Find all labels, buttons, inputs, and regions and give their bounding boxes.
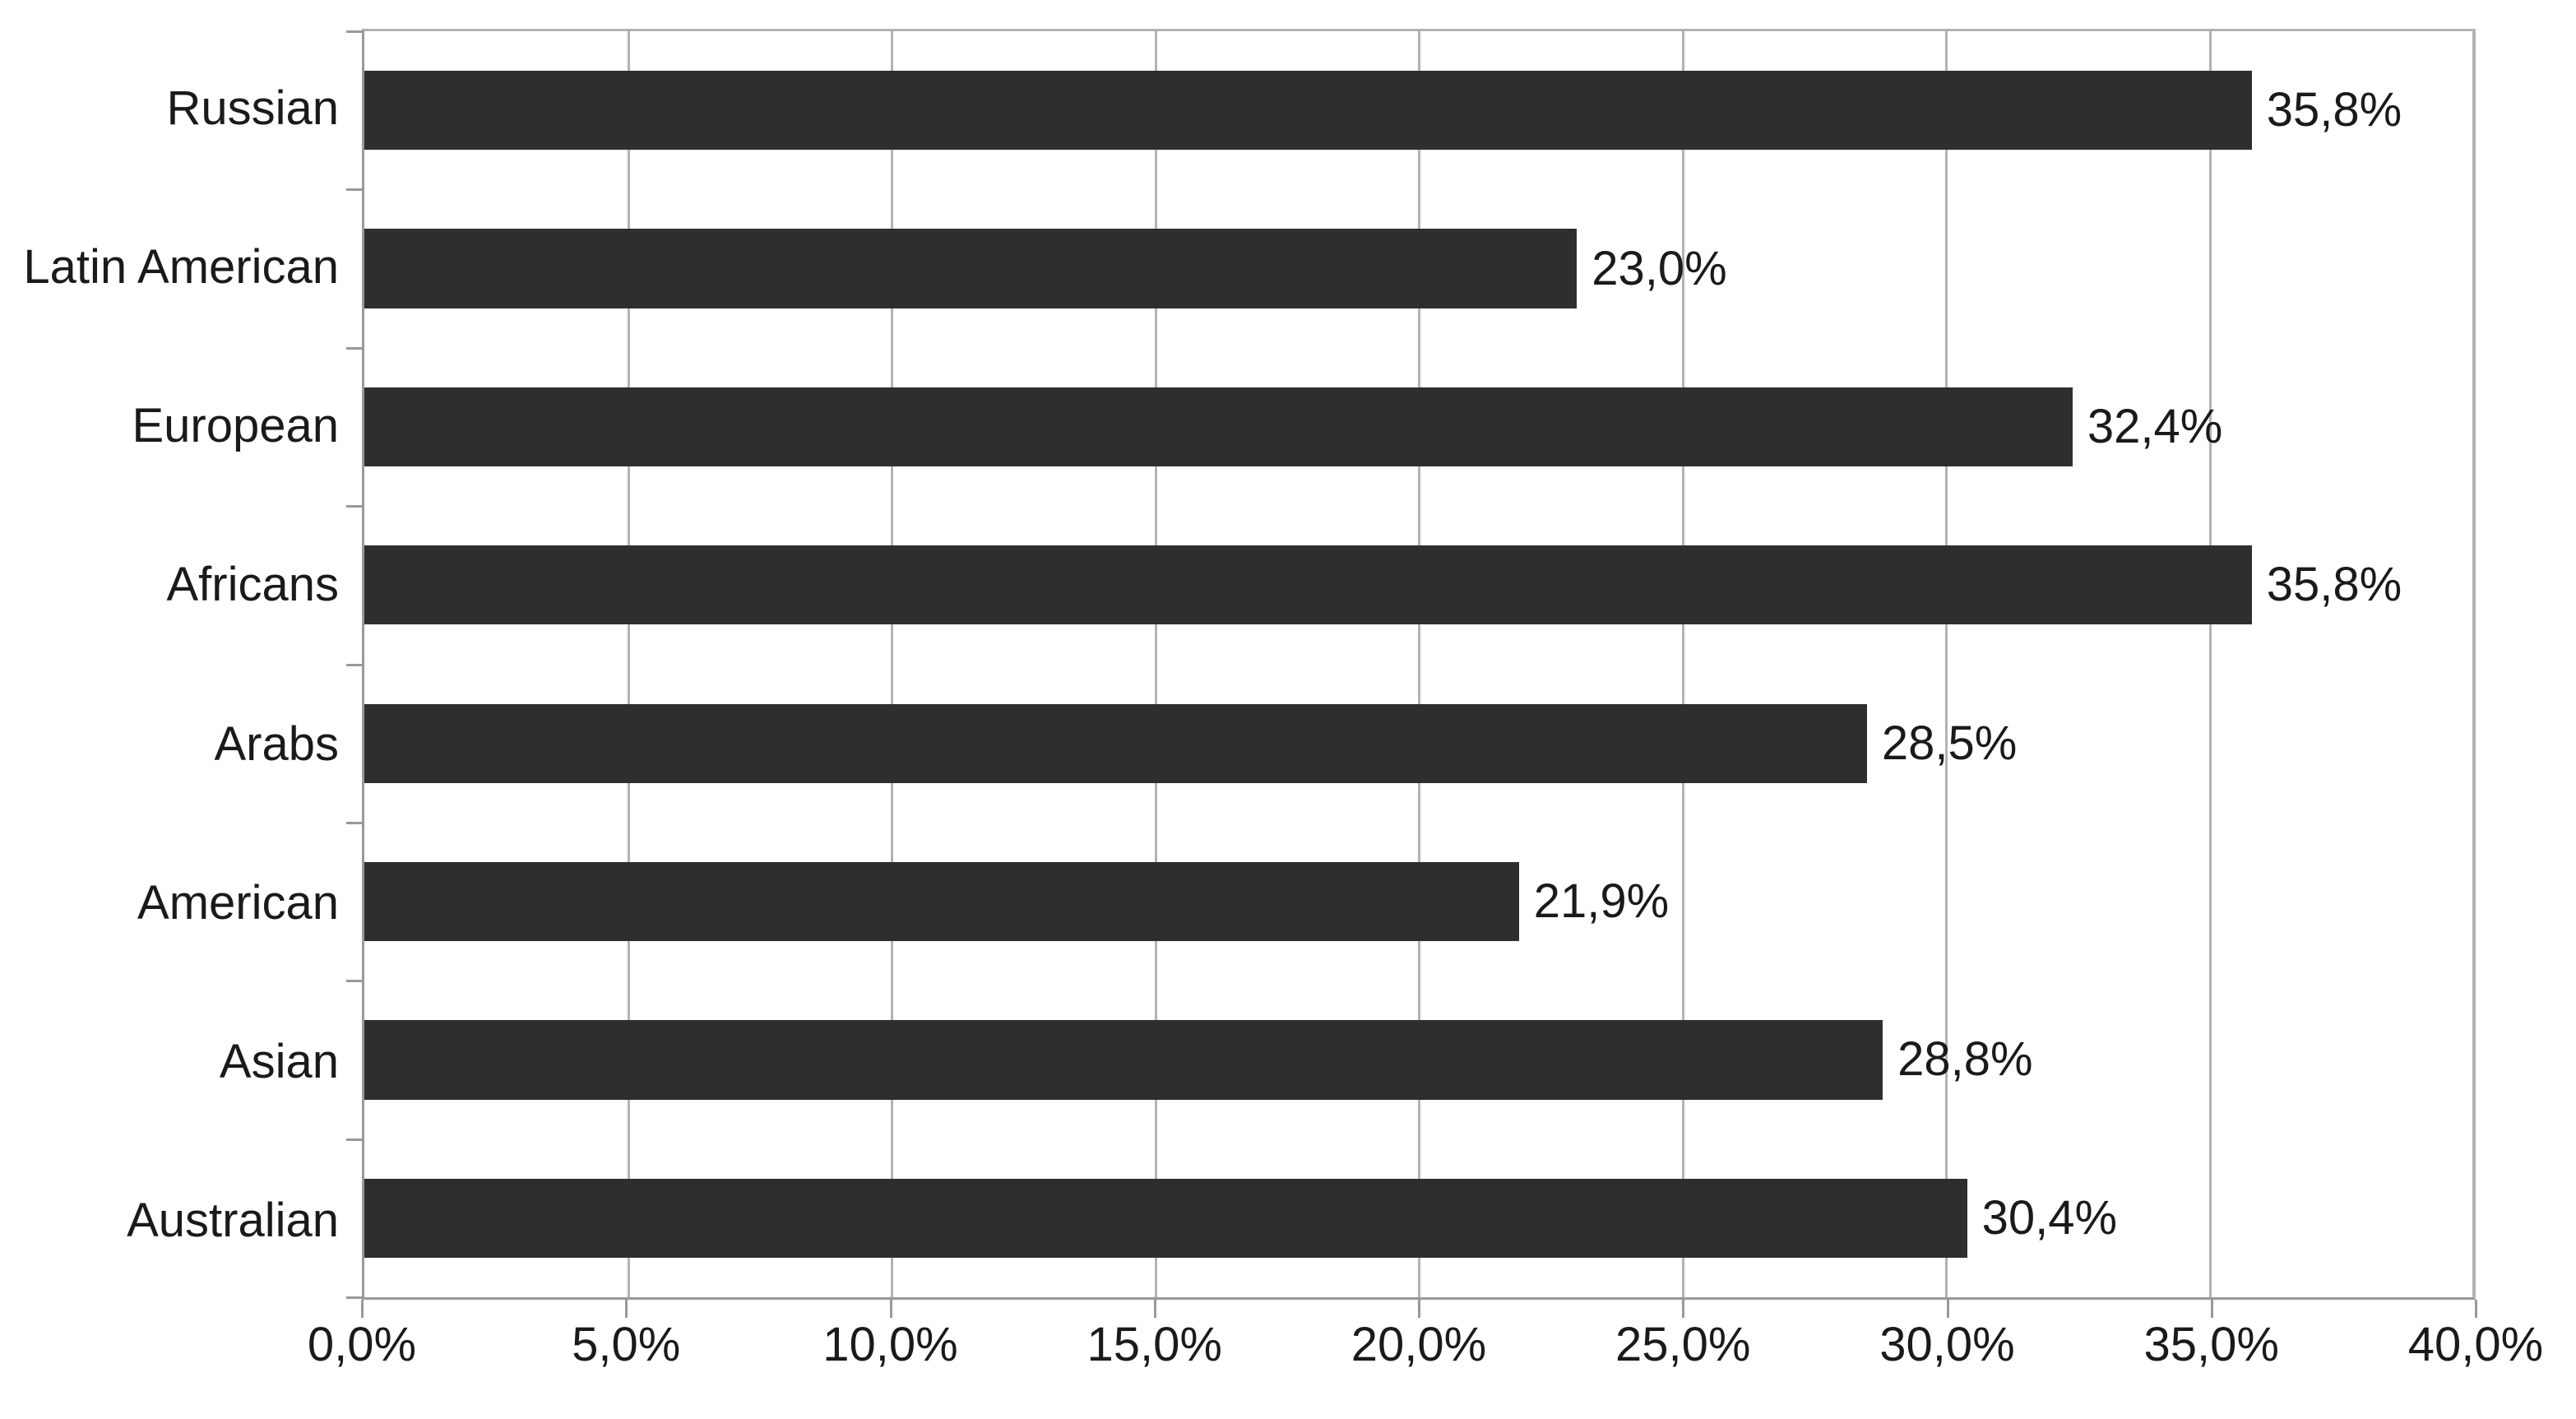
value-label: 28,8% [1897,1032,2033,1087]
x-axis-tick [1682,1300,1685,1318]
gridline [1681,31,1684,1297]
category-label: Arabs [214,716,339,771]
bar-row: 28,5% [364,665,2473,823]
gridline [1418,31,1420,1297]
y-axis-tick [346,1138,364,1141]
x-tick-label: 20,0% [1351,1318,1487,1371]
bars: 35,8% 23,0% 32,4% 35,8% 28,5% 21,9% 28,8% 30,4% [364,31,2473,1297]
gridline [627,31,630,1297]
bar [364,703,1867,783]
plot-area: 35,8% 23,0% 32,4% 35,8% 28,5% 21,9% 28,8% 30,4% [346,29,2476,1300]
value-label: 21,9% [1533,874,1670,929]
value-label: 32,4% [2087,399,2223,453]
category-label: European [132,399,339,453]
x-tick-label: 5,0% [572,1318,681,1371]
bar [364,1020,1883,1100]
value-label: 28,5% [1881,716,2018,770]
bar [364,861,1519,942]
gridline [2208,31,2212,1297]
x-axis-tick [361,1300,364,1318]
y-axis-tick [346,346,364,350]
bar [364,229,1578,308]
bar [364,1178,1967,1258]
bar [364,71,2252,151]
y-axis-tick [346,821,364,824]
category-label: Australian [127,1193,339,1247]
x-tick-label: 35,0% [2143,1318,2279,1371]
category-label: Russian [166,81,339,136]
bar-row: 35,8% [364,31,2473,189]
x-axis-tick [889,1300,892,1318]
category-label: Latin American [23,240,339,294]
x-axis-tick [2210,1300,2213,1318]
bar-row: 28,8% [364,981,2473,1138]
bar [364,387,2073,467]
x-tick-label: 15,0% [1086,1318,1222,1371]
bar-row: 35,8% [364,506,2473,664]
x-axis-tick [625,1300,628,1318]
value-label: 30,4% [1981,1190,2118,1245]
y-axis-tick [346,188,364,192]
bar-row: 21,9% [364,823,2473,981]
y-axis-tick [346,505,364,508]
category-label: American [137,875,339,930]
category-label: Asian [219,1034,339,1088]
x-tick-label: 25,0% [1615,1318,1751,1371]
gridline [1945,31,1948,1297]
x-axis-tick [2475,1300,2477,1318]
value-label: 23,0% [1591,241,1727,295]
x-axis-tick [1946,1300,1949,1318]
value-label: 35,8% [2266,83,2402,137]
gridline [891,31,893,1297]
gridline [2472,31,2475,1297]
x-tick-label: 10,0% [822,1318,958,1371]
x-tick-label: 40,0% [2407,1318,2544,1371]
y-axis-tick [346,30,364,33]
bar [364,545,2252,625]
y-axis-tick [346,980,364,983]
x-axis-tick [1153,1300,1156,1318]
bar-row: 23,0% [364,189,2473,347]
gridline [1154,31,1157,1297]
category-label: Africans [166,558,339,612]
x-tick-label: 30,0% [1879,1318,2015,1371]
bar-row: 32,4% [364,348,2473,506]
value-label: 35,8% [2266,558,2402,612]
x-tick-label: 0,0% [307,1318,417,1371]
x-axis-labels: 0,0% 5,0% 10,0% 15,0% 20,0% 25,0% 30,0% 35,0% 40… [308,1318,2543,1387]
y-axis-labels: Russian Latin American European Africans Ara… [0,29,339,1300]
x-axis-tick [1418,1300,1420,1318]
bar-row: 30,4% [364,1139,2473,1297]
y-axis-tick [346,663,364,666]
y-axis-tick [346,1296,364,1299]
